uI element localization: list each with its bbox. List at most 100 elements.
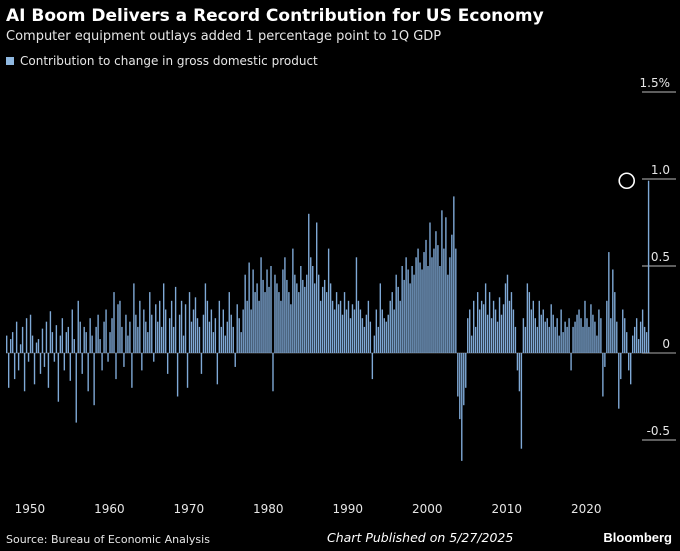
- bar: [395, 274, 397, 353]
- bar: [369, 321, 372, 353]
- x-tick-label: 2020: [571, 502, 602, 516]
- bar: [312, 266, 314, 353]
- bar: [474, 326, 477, 353]
- bar: [383, 318, 385, 353]
- bar: [357, 300, 360, 353]
- bar: [331, 300, 334, 353]
- bar: [91, 335, 93, 353]
- bar: [643, 326, 646, 353]
- source-note: Source: Bureau of Economic Analysis: [6, 533, 210, 546]
- y-axis: -0.5 0 0.5 1.0 1.5%: [640, 76, 671, 438]
- x-tick-label: 1980: [253, 502, 284, 516]
- bar: [594, 321, 596, 353]
- y-tick-label: 0.5: [651, 250, 670, 264]
- bar: [180, 300, 183, 353]
- bar: [200, 353, 203, 374]
- bar: [488, 292, 491, 353]
- bar: [363, 326, 366, 353]
- bar: [77, 300, 79, 353]
- bar: [604, 353, 606, 367]
- bar: [69, 353, 71, 381]
- bar: [95, 326, 97, 353]
- bar: [107, 353, 109, 362]
- bar: [143, 309, 145, 353]
- bar: [314, 283, 316, 353]
- bar: [630, 353, 632, 385]
- bar: [218, 300, 221, 353]
- bar: [413, 274, 415, 353]
- bar: [411, 266, 413, 353]
- bar: [425, 239, 427, 353]
- bar: [228, 292, 230, 353]
- bar: [220, 326, 223, 353]
- bar: [373, 335, 376, 353]
- bar: [308, 213, 310, 353]
- bar: [359, 309, 362, 353]
- bar: [377, 326, 380, 353]
- bar: [262, 279, 264, 353]
- bar: [441, 210, 443, 353]
- bar: [51, 332, 54, 353]
- bar: [431, 257, 433, 353]
- bar: [552, 314, 554, 353]
- bar: [149, 292, 151, 353]
- bar: [125, 314, 127, 353]
- bar: [139, 300, 141, 353]
- bar: [375, 309, 378, 353]
- bar: [61, 318, 64, 353]
- bar: [147, 332, 149, 353]
- bar: [87, 353, 89, 392]
- bar: [300, 266, 302, 353]
- bar: [439, 266, 441, 353]
- bar: [250, 309, 252, 353]
- bar: [206, 300, 209, 353]
- bar: [208, 321, 211, 353]
- bar: [512, 309, 515, 353]
- bar: [29, 314, 32, 353]
- bar: [367, 300, 370, 353]
- bar: [85, 332, 87, 353]
- y-tick-label: 1.0: [651, 163, 670, 177]
- bar: [186, 353, 189, 388]
- bar: [111, 318, 113, 353]
- bar: [417, 248, 419, 353]
- bar: [345, 309, 348, 353]
- bar: [210, 309, 213, 353]
- bar: [155, 304, 157, 353]
- bar: [290, 304, 292, 353]
- bar: [282, 269, 284, 353]
- bar: [532, 300, 535, 353]
- bar: [445, 217, 447, 353]
- bar: [419, 262, 421, 353]
- bar: [256, 283, 258, 353]
- bar: [137, 326, 139, 353]
- bar: [437, 245, 439, 353]
- bar: [637, 339, 640, 353]
- bar: [234, 353, 236, 367]
- bar: [39, 353, 42, 374]
- bar: [508, 300, 511, 353]
- bar: [83, 326, 85, 353]
- bar: [476, 292, 479, 353]
- bar: [566, 326, 568, 353]
- bar: [580, 318, 582, 353]
- bar: [119, 300, 121, 353]
- bar: [647, 180, 650, 353]
- bar: [316, 222, 318, 353]
- bar: [409, 283, 411, 353]
- bar: [572, 326, 574, 353]
- bar: [518, 353, 521, 392]
- bar: [31, 335, 34, 353]
- bar: [496, 321, 499, 353]
- bar: [544, 321, 546, 353]
- bar: [168, 318, 171, 353]
- bar: [127, 335, 129, 353]
- bar: [600, 318, 602, 353]
- bar: [157, 321, 159, 353]
- legend-label: Contribution to change in gross domestic…: [20, 54, 318, 68]
- bar: [528, 292, 531, 353]
- bar: [318, 274, 320, 353]
- bar: [226, 321, 228, 353]
- bar: [584, 300, 586, 353]
- bar: [502, 304, 505, 353]
